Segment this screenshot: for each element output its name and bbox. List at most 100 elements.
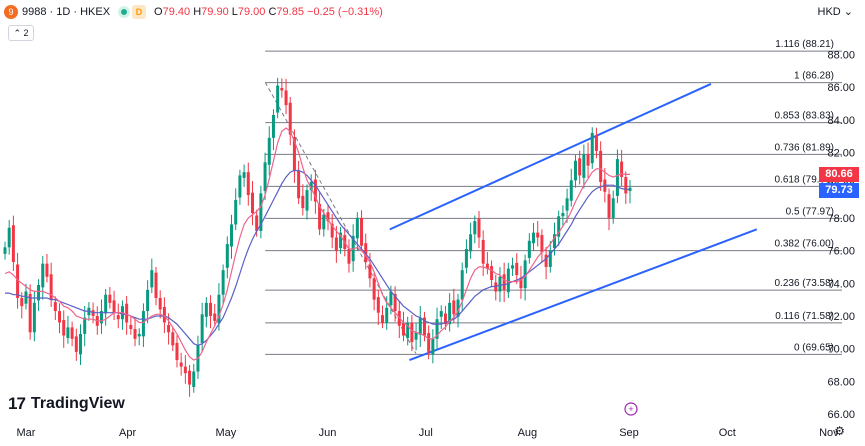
- candle-body: [74, 336, 78, 352]
- candle-body: [448, 302, 452, 325]
- candle-body: [137, 333, 141, 337]
- candle-body: [104, 294, 108, 314]
- x-tick-label: Mar: [17, 427, 36, 439]
- candle-body: [116, 315, 120, 320]
- fib-level-label: 0.618 (79.93): [775, 174, 835, 185]
- candle-body: [586, 154, 590, 166]
- channel-line: [389, 83, 712, 231]
- y-tick-label: 74.00: [827, 278, 855, 290]
- candle-body: [435, 319, 439, 339]
- candle-body: [372, 278, 376, 300]
- candle-body: [590, 132, 594, 164]
- candle-body: [188, 370, 192, 385]
- fib-level-label: 0 (69.65): [794, 342, 834, 353]
- candle-body: [24, 291, 28, 304]
- y-tick-label: 72.00: [827, 311, 855, 323]
- candle-body: [313, 179, 317, 202]
- candle-body: [183, 366, 187, 374]
- candle-body: [162, 306, 166, 323]
- candle-body: [200, 314, 204, 343]
- candle-body: [511, 265, 515, 269]
- candle-body: [284, 90, 288, 106]
- candle-body: [301, 195, 305, 209]
- candle-body: [70, 327, 74, 339]
- candle-body: [129, 324, 133, 330]
- candle-body: [37, 284, 41, 301]
- indicators-collapse-button[interactable]: ⌃ 2: [8, 25, 34, 41]
- y-tick-label: 88.00: [827, 50, 855, 62]
- candle-body: [611, 198, 615, 218]
- candle-body: [569, 180, 573, 201]
- candle-body: [305, 190, 309, 211]
- candle-body: [532, 232, 536, 244]
- candle-body: [557, 216, 561, 237]
- channel-line: [409, 228, 758, 362]
- candle-body: [477, 218, 481, 238]
- candle-body: [573, 160, 577, 181]
- candle-body: [79, 333, 83, 355]
- candle-body: [263, 162, 267, 191]
- market-status-icon: [118, 6, 131, 18]
- candle-body: [347, 248, 351, 264]
- open-value: 79.40: [162, 6, 191, 18]
- candle-body: [364, 243, 368, 263]
- x-tick-label: Oct: [719, 427, 736, 439]
- x-tick-label: May: [216, 427, 237, 439]
- candle-body: [276, 85, 280, 113]
- x-tick-label: Jun: [319, 427, 337, 439]
- price-tag: 79.73: [819, 182, 859, 198]
- symbol-title[interactable]: 9988 · 1D · HKEX: [22, 6, 111, 18]
- currency-selector[interactable]: HKD ⌄: [817, 6, 854, 18]
- candle-body: [62, 320, 66, 336]
- candle-body: [66, 327, 70, 339]
- candle-body: [456, 299, 460, 317]
- candle-body: [406, 322, 410, 339]
- x-tick-label: Nov: [819, 427, 839, 439]
- candle-body: [594, 135, 598, 151]
- candle-body: [204, 302, 208, 317]
- candle-body: [179, 362, 183, 367]
- candle-body: [393, 293, 397, 312]
- candle-body: [53, 302, 57, 312]
- candle-body: [225, 244, 229, 268]
- candle-body: [49, 274, 53, 300]
- y-tick-label: 66.00: [827, 409, 855, 421]
- candle-body: [45, 263, 49, 277]
- candle-body: [154, 272, 158, 298]
- symbol-logo-icon: 9: [4, 5, 18, 19]
- candle-body: [318, 204, 322, 230]
- candle-body: [16, 264, 20, 298]
- candle-body: [141, 311, 145, 337]
- candle-body: [460, 270, 464, 300]
- candle-body: [565, 198, 569, 211]
- candle-body: [464, 248, 468, 268]
- candle-body: [213, 313, 217, 321]
- candle-body: [523, 260, 527, 289]
- fib-level-label: 0.5 (77.97): [786, 206, 834, 217]
- x-tick-label: Sep: [619, 427, 639, 439]
- candle-body: [322, 214, 326, 230]
- candle-body: [527, 240, 531, 258]
- candle-body: [498, 276, 502, 292]
- candle-body: [485, 263, 489, 269]
- candle-body: [192, 371, 196, 388]
- x-tick-label: Jul: [419, 427, 433, 439]
- candle-body: [292, 137, 296, 171]
- candle-body: [376, 297, 380, 313]
- candle-body: [175, 342, 179, 361]
- candle-body: [368, 264, 372, 279]
- candle-body: [381, 315, 385, 323]
- candle-body: [221, 270, 225, 295]
- candle-body: [519, 277, 523, 289]
- gear-icon[interactable]: ⚙: [834, 424, 845, 438]
- candle-body: [167, 324, 171, 333]
- fib-level-label: 0.236 (73.58): [775, 278, 835, 289]
- candle-body: [250, 192, 254, 214]
- candle-body: [481, 239, 485, 264]
- candle-body: [158, 297, 162, 310]
- tv-logo-icon: 17: [8, 394, 26, 413]
- candle-body: [246, 172, 250, 196]
- candle-body: [578, 158, 582, 176]
